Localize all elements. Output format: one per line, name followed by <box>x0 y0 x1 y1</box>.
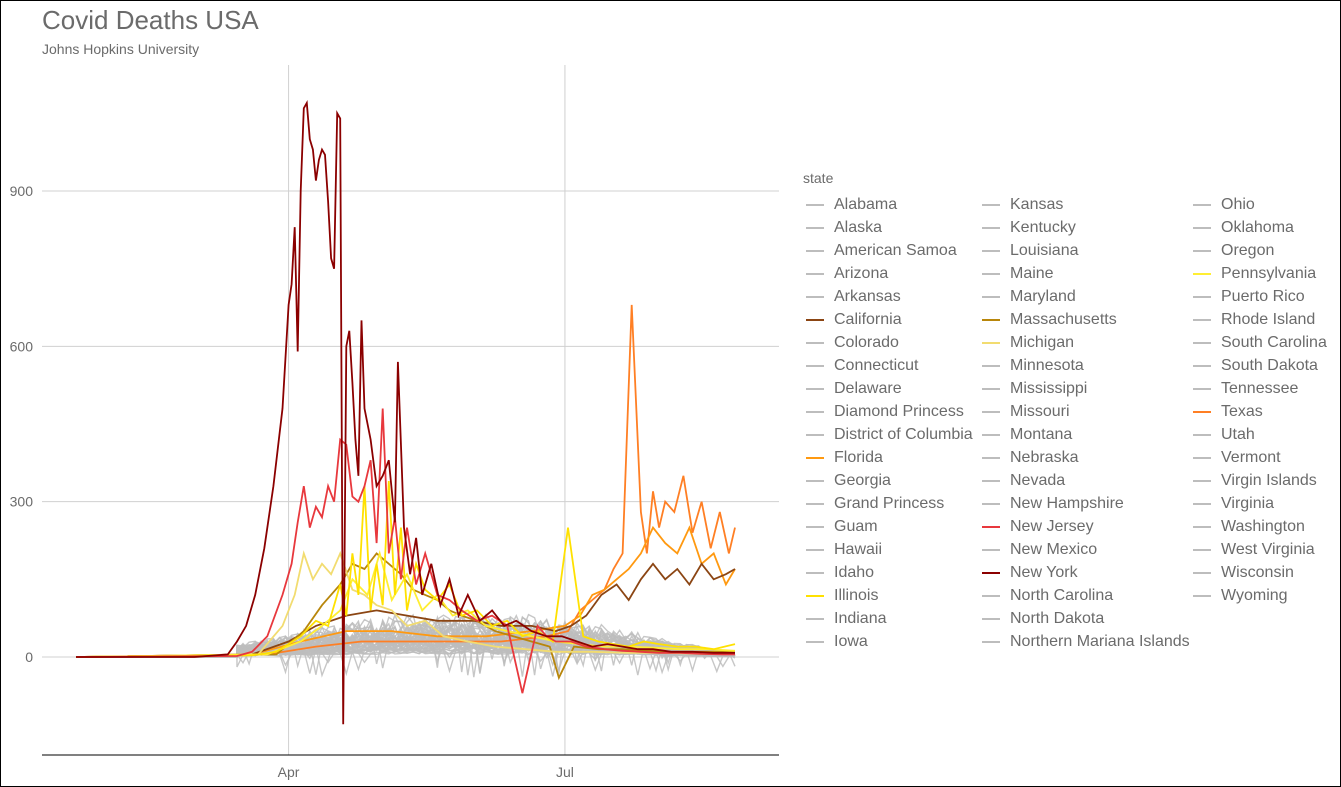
legend-title: state <box>803 170 834 186</box>
series-line-florida <box>75 525 736 658</box>
x-tick-label: Apr <box>278 764 300 780</box>
series-line-california <box>75 562 736 658</box>
series-line-texas <box>75 304 736 658</box>
y-tick-label: 900 <box>10 183 34 199</box>
y-tick-label: 300 <box>10 494 34 510</box>
y-tick-label: 600 <box>10 338 34 354</box>
x-tick-label: Jul <box>556 764 574 780</box>
chart-title: Covid Deaths USA <box>42 5 259 35</box>
chart-subtitle: Johns Hopkins University <box>42 41 200 57</box>
y-tick-label: 0 <box>25 649 33 665</box>
series-line-new-york <box>76 100 735 725</box>
background-series-line <box>76 617 736 658</box>
series-line-michigan <box>75 550 735 658</box>
